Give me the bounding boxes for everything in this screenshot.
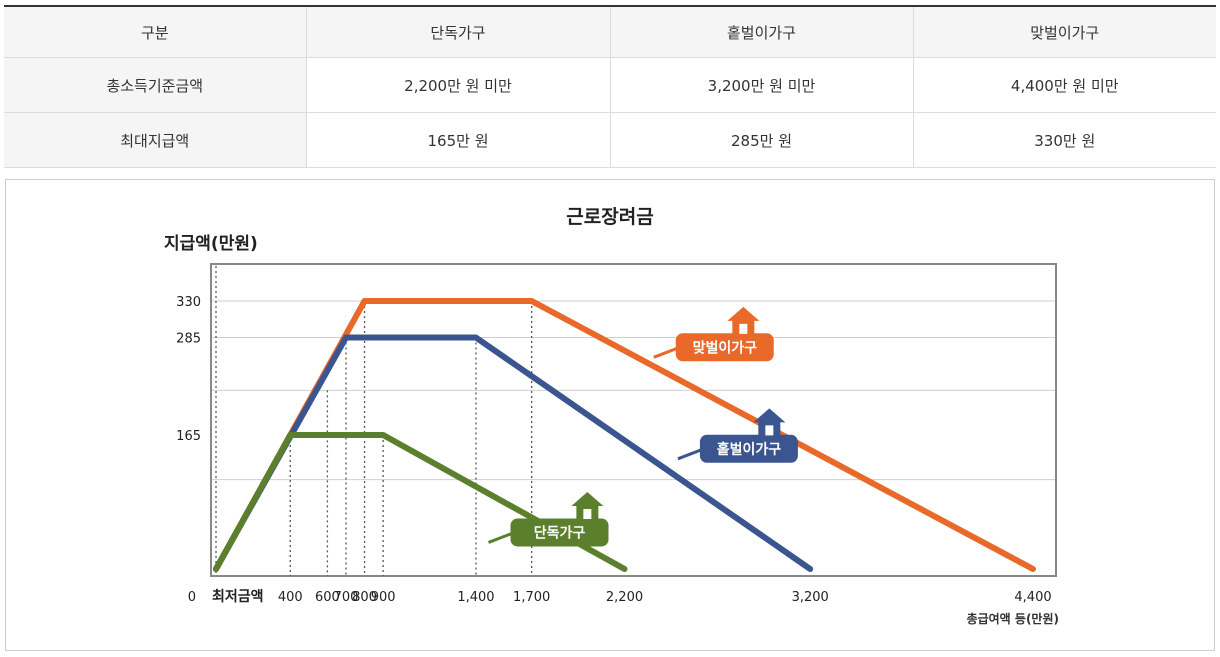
y-axis-label: 지급액(만원) <box>164 234 258 254</box>
x-tick-label: 2,200 <box>606 590 643 605</box>
series-label-pointer <box>677 447 705 461</box>
y-tick-label: 330 <box>176 295 201 310</box>
x-tick-label: 600 <box>315 590 340 605</box>
house-icon <box>727 306 760 321</box>
series-label-pointer <box>487 531 516 544</box>
y-origin-label: 0 <box>188 590 196 605</box>
series-label: 단독가구 <box>534 524 586 541</box>
house-icon-door <box>583 509 592 520</box>
x-tick-label: 900 <box>371 590 396 605</box>
y-tick-label: 285 <box>176 332 201 347</box>
series-label: 맞벌이가구 <box>693 339 758 356</box>
x-axis-label: 총급여액 등(만원) <box>967 611 1059 626</box>
series-label-box <box>510 518 609 547</box>
house-icon <box>571 492 604 507</box>
table-header-single-income: 홑벌이가구 <box>609 6 913 58</box>
table-cell: 330만 원 <box>912 112 1216 168</box>
x-tick-label: 400 <box>278 590 303 605</box>
x-tick-label: 1,700 <box>513 590 550 605</box>
table-header-row: 구분 단독가구 홑벌이가구 맞벌이가구 <box>4 6 1216 58</box>
x-origin-label: 최저금액 <box>212 588 264 605</box>
house-icon <box>753 408 786 423</box>
x-tick-label: 4,400 <box>1014 590 1051 605</box>
series-label-box <box>675 333 774 362</box>
table-cell: 285만 원 <box>609 112 913 168</box>
table-row: 총소득기준금액 2,200만 원 미만 3,200만 원 미만 4,400만 원… <box>4 57 1216 113</box>
table-header-dual-income: 맞벌이가구 <box>912 6 1216 58</box>
x-tick-label: 1,400 <box>457 590 494 605</box>
table-cell: 4,400만 원 미만 <box>912 57 1216 113</box>
house-icon-door <box>765 425 774 436</box>
x-tick-label: 3,200 <box>792 590 829 605</box>
table-row: 최대지급액 165만 원 285만 원 330만 원 <box>4 112 1216 168</box>
series-label-box <box>699 434 798 463</box>
series-line-0 <box>213 432 628 572</box>
series-label: 홑벌이가구 <box>717 441 782 458</box>
series-label-pointer <box>653 345 681 359</box>
eligibility-table: 구분 단독가구 홑벌이가구 맞벌이가구 총소득기준금액 2,200만 원 미만 … <box>4 5 1216 168</box>
y-tick-label: 165 <box>176 429 201 444</box>
house-icon-door <box>739 323 748 334</box>
table-cell: 2,200만 원 미만 <box>305 57 610 113</box>
table-cell: 3,200만 원 미만 <box>609 57 913 113</box>
table-cell: 총소득기준금액 <box>4 57 306 113</box>
table-header-category: 구분 <box>4 6 306 58</box>
x-tick-label: 700 <box>334 590 359 605</box>
x-tick-label: 800 <box>352 590 377 605</box>
table-cell: 165만 원 <box>305 112 610 168</box>
table-cell: 최대지급액 <box>4 112 306 168</box>
plot-frame <box>210 263 1057 577</box>
table-header-single: 단독가구 <box>305 6 610 58</box>
chart-title: 근로장려금 <box>566 206 653 228</box>
